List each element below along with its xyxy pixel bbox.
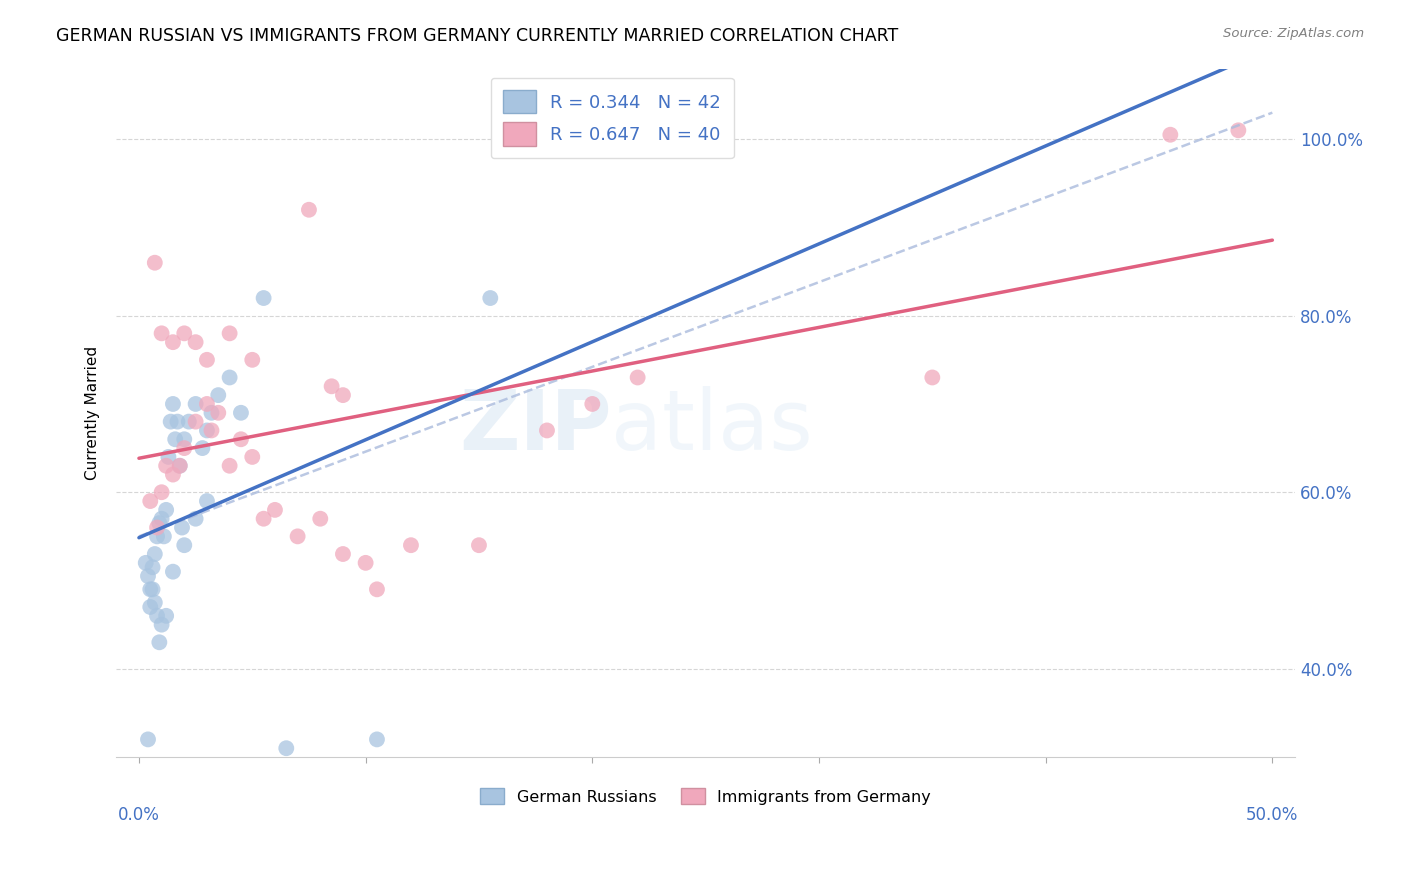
Point	[143, 547, 166, 561]
Point	[321, 379, 343, 393]
Point	[264, 503, 287, 517]
Point	[287, 529, 309, 543]
Point	[143, 256, 166, 270]
Point	[162, 397, 184, 411]
Text: Source: ZipAtlas.com: Source: ZipAtlas.com	[1223, 27, 1364, 40]
Point	[136, 732, 159, 747]
Point	[139, 494, 162, 508]
Point	[169, 458, 191, 473]
Point	[200, 424, 222, 438]
Point	[184, 335, 207, 350]
Point	[581, 397, 603, 411]
Point	[159, 415, 181, 429]
Point	[150, 326, 173, 341]
Point	[195, 424, 218, 438]
Point	[136, 569, 159, 583]
Legend: German Russians, Immigrants from Germany: German Russians, Immigrants from Germany	[474, 781, 938, 811]
Point	[150, 617, 173, 632]
Point	[207, 388, 229, 402]
Point	[200, 406, 222, 420]
Point	[141, 582, 163, 597]
Point	[148, 635, 170, 649]
Point	[218, 326, 240, 341]
Point	[366, 582, 388, 597]
Point	[240, 352, 263, 367]
Point	[195, 352, 218, 367]
Point	[229, 432, 252, 446]
Point	[135, 556, 157, 570]
Point	[184, 512, 207, 526]
Point	[332, 547, 354, 561]
Text: atlas: atlas	[612, 386, 813, 467]
Text: 50.0%: 50.0%	[1246, 805, 1299, 823]
Point	[155, 608, 177, 623]
Text: GERMAN RUSSIAN VS IMMIGRANTS FROM GERMANY CURRENTLY MARRIED CORRELATION CHART: GERMAN RUSSIAN VS IMMIGRANTS FROM GERMAN…	[56, 27, 898, 45]
Point	[309, 512, 332, 526]
Y-axis label: Currently Married: Currently Married	[86, 346, 100, 480]
Point	[146, 529, 169, 543]
Point	[468, 538, 491, 552]
Point	[148, 516, 170, 530]
Point	[170, 520, 193, 534]
Point	[157, 450, 180, 464]
Point	[139, 599, 162, 614]
Point	[184, 415, 207, 429]
Point	[173, 326, 195, 341]
Point	[252, 512, 274, 526]
Point	[252, 291, 274, 305]
Point	[627, 370, 650, 384]
Point	[165, 432, 187, 446]
Point	[153, 529, 176, 543]
Point	[207, 406, 229, 420]
Point	[146, 608, 169, 623]
Text: 0.0%: 0.0%	[118, 805, 160, 823]
Point	[1227, 123, 1250, 137]
Point	[366, 732, 388, 747]
Point	[921, 370, 943, 384]
Point	[276, 741, 298, 756]
Point	[399, 538, 422, 552]
Point	[240, 450, 263, 464]
Point	[146, 520, 169, 534]
Point	[479, 291, 502, 305]
Point	[1159, 128, 1181, 142]
Point	[229, 406, 252, 420]
Point	[195, 397, 218, 411]
Point	[218, 458, 240, 473]
Point	[332, 388, 354, 402]
Point	[141, 560, 163, 574]
Point	[150, 485, 173, 500]
Point	[143, 596, 166, 610]
Point	[173, 441, 195, 455]
Point	[155, 503, 177, 517]
Point	[173, 432, 195, 446]
Point	[150, 512, 173, 526]
Point	[169, 458, 191, 473]
Point	[166, 415, 188, 429]
Point	[191, 441, 214, 455]
Point	[195, 494, 218, 508]
Point	[162, 335, 184, 350]
Point	[162, 467, 184, 482]
Point	[298, 202, 321, 217]
Point	[177, 415, 200, 429]
Point	[155, 458, 177, 473]
Point	[162, 565, 184, 579]
Point	[173, 538, 195, 552]
Point	[184, 397, 207, 411]
Point	[139, 582, 162, 597]
Text: ZIP: ZIP	[458, 386, 612, 467]
Point	[536, 424, 558, 438]
Point	[354, 556, 377, 570]
Point	[218, 370, 240, 384]
